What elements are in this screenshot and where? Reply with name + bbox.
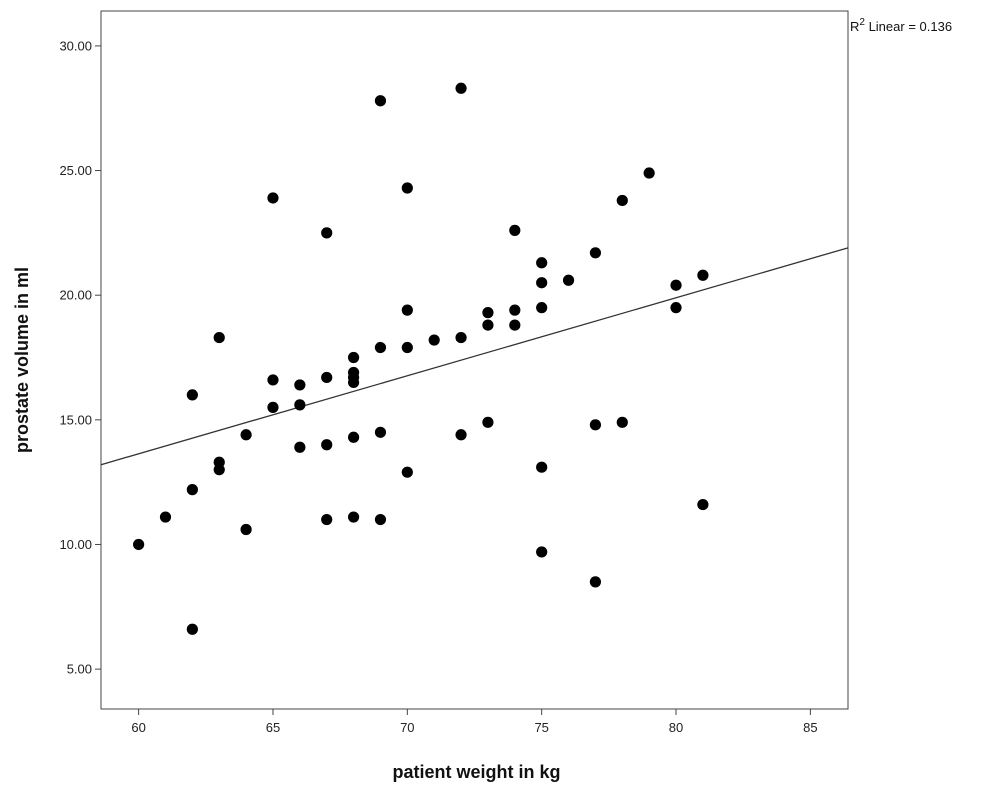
data-point: [186, 389, 198, 401]
data-point: [133, 538, 145, 551]
data-point: [616, 416, 628, 428]
data-point: [643, 167, 655, 179]
data-point: [509, 224, 521, 236]
data-point: [482, 307, 494, 319]
r-squared-text: Linear = 0.136: [865, 19, 952, 34]
data-point: [536, 257, 548, 269]
data-point: [186, 623, 198, 635]
data-point: [670, 302, 682, 314]
data-point: [509, 304, 521, 316]
x-tick-label: 60: [131, 720, 145, 735]
x-axis: 60 65 70 75 80 85: [131, 709, 818, 735]
data-point: [401, 182, 413, 194]
y-tick-label: 5.00: [67, 662, 92, 677]
y-axis-title: prostate volume in ml: [12, 267, 32, 453]
data-point: [213, 464, 225, 476]
data-point: [294, 441, 306, 453]
data-point: [536, 302, 548, 314]
data-point: [374, 513, 387, 526]
data-point: [455, 82, 467, 94]
data-point: [294, 399, 306, 411]
x-tick-label: 75: [534, 720, 548, 735]
data-point: [374, 426, 387, 438]
y-tick-label: 25.00: [59, 163, 92, 178]
data-point: [455, 429, 467, 441]
data-point: [321, 371, 333, 384]
data-point: [562, 274, 575, 286]
x-tick-label: 70: [400, 720, 414, 735]
y-tick-label: 30.00: [59, 38, 92, 53]
data-point: [401, 304, 413, 316]
y-axis: 5.00 10.00 15.00 20.00 25.00 30.00: [59, 38, 101, 677]
y-tick-label: 20.00: [59, 288, 92, 303]
data-point: [267, 192, 279, 204]
data-point: [267, 374, 279, 386]
data-point: [240, 523, 252, 536]
data-point: [240, 429, 252, 441]
data-point: [267, 401, 279, 413]
data-point: [536, 546, 548, 558]
data-point: [347, 376, 360, 389]
data-point: [347, 431, 360, 443]
data-point: [428, 334, 440, 346]
data-point: [213, 331, 225, 344]
data-point: [347, 351, 360, 364]
data-point: [536, 277, 548, 289]
data-point: [321, 439, 333, 451]
x-tick-label: 80: [669, 720, 683, 735]
data-point: [482, 416, 494, 428]
r-squared-superscript: 2: [859, 17, 865, 28]
linear-fit-line: [100, 247, 849, 466]
data-point: [321, 227, 333, 239]
data-point: [670, 279, 682, 291]
x-tick-label: 85: [803, 720, 817, 735]
r-squared-annotation: R2 Linear = 0.136: [850, 17, 952, 34]
data-point: [536, 461, 548, 473]
data-point: [186, 484, 198, 496]
data-point: [589, 419, 602, 431]
data-point: [374, 341, 387, 354]
data-point: [589, 576, 602, 588]
data-point: [321, 513, 333, 526]
data-point: [401, 466, 413, 478]
x-axis-title: patient weight in kg: [392, 762, 560, 782]
data-point: [401, 341, 413, 354]
data-point: [347, 511, 360, 523]
data-point: [616, 194, 628, 207]
r-squared-base: R: [850, 19, 859, 34]
y-tick-label: 10.00: [59, 537, 92, 552]
data-point: [159, 511, 172, 523]
data-point: [482, 319, 494, 331]
plot-frame: [100, 10, 849, 710]
data-point: [697, 269, 709, 281]
x-tick-label: 65: [266, 720, 280, 735]
data-points: [133, 82, 709, 635]
y-tick-label: 15.00: [59, 412, 92, 427]
data-point: [374, 95, 387, 107]
data-point: [294, 379, 306, 391]
data-point: [589, 247, 602, 259]
data-point: [697, 498, 709, 511]
data-point: [509, 319, 521, 331]
data-point: [455, 331, 467, 344]
